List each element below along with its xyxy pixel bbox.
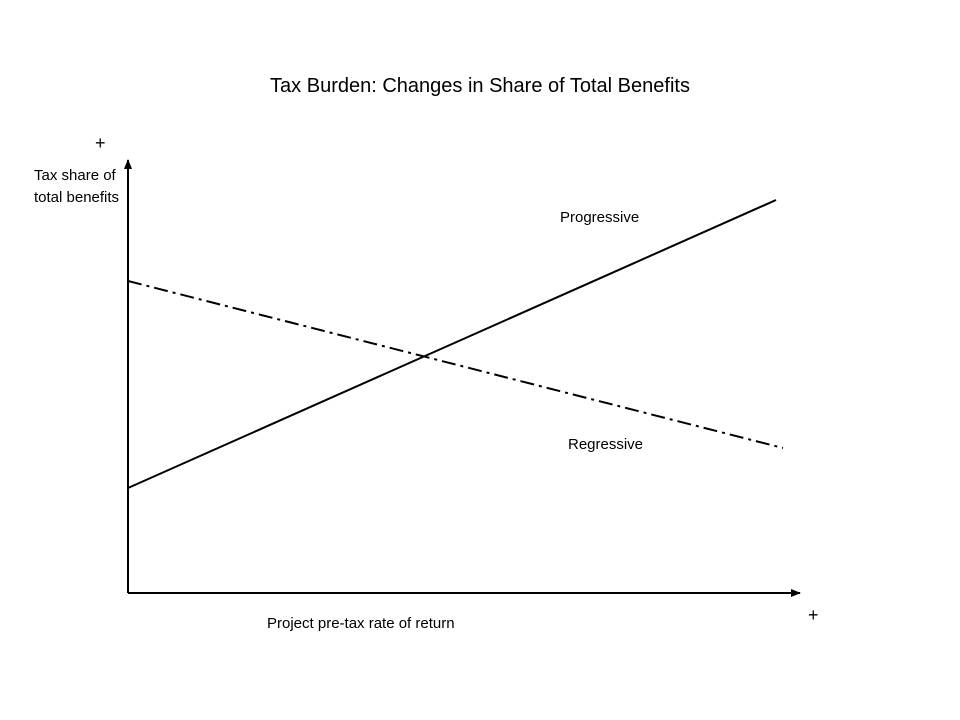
progressive-curve-line [127, 199, 777, 489]
diagram-title: Tax Burden: Changes in Share of Total Be… [270, 75, 690, 97]
x-axis-plus-marker: + [808, 605, 819, 625]
x-axis-label: Project pre-tax rate of return [267, 615, 455, 632]
progressive-curve-label: Progressive [560, 209, 640, 226]
y-axis-label: Tax share of total benefits [34, 167, 120, 206]
regressive-curve-line [127, 280, 784, 449]
regressive-curve-label: Regressive [568, 436, 644, 453]
y-axis-plus-marker: + [95, 133, 106, 153]
